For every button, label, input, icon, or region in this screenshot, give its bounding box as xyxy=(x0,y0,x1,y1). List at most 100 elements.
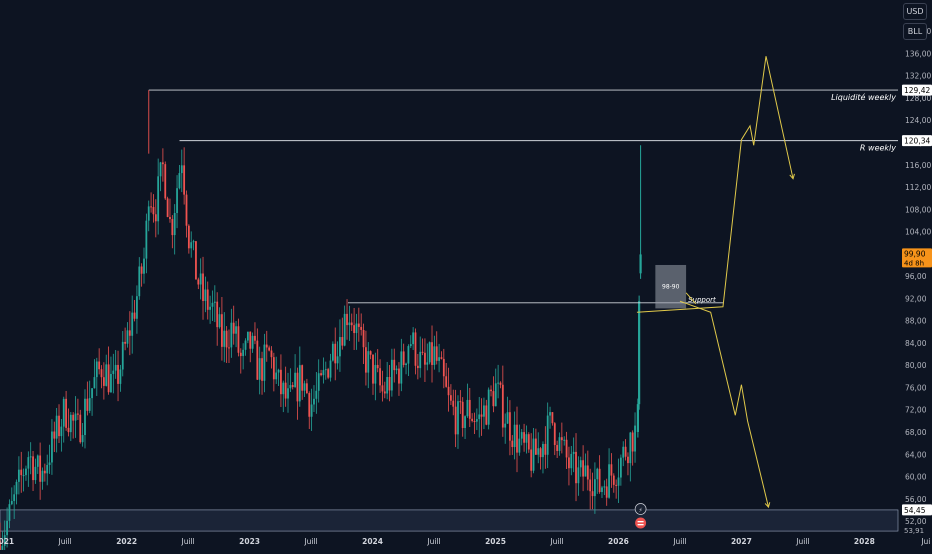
candle-body xyxy=(520,432,523,439)
candle-body xyxy=(58,415,60,437)
candle-body xyxy=(598,468,601,493)
candle-body xyxy=(246,331,249,341)
recent-candle-0 xyxy=(636,404,639,432)
unit-button[interactable]: BLL xyxy=(903,23,927,40)
candle-body xyxy=(586,465,589,480)
candle-body xyxy=(575,451,577,484)
candle-body xyxy=(631,432,634,452)
candle-body xyxy=(74,413,77,421)
candle-body xyxy=(416,365,419,369)
tag-support-zone-low: 53,91 xyxy=(904,527,924,535)
candle-body xyxy=(360,326,363,330)
candle-body xyxy=(67,427,70,433)
candle-body xyxy=(483,405,485,417)
y-tick-label: 128,00 xyxy=(905,94,931,103)
candle-body xyxy=(369,351,372,355)
candle-body xyxy=(51,431,53,463)
candle-body xyxy=(254,335,256,341)
candle-body xyxy=(112,370,115,374)
candle-body xyxy=(473,421,476,423)
candle-body xyxy=(577,467,580,484)
candle-body xyxy=(202,273,204,302)
candle-body xyxy=(176,188,178,214)
candle-body xyxy=(213,301,216,303)
candle-body xyxy=(487,389,490,425)
candle-body xyxy=(187,225,190,249)
candle-body xyxy=(62,398,65,427)
candle-body xyxy=(95,361,98,378)
candle-body xyxy=(313,398,315,405)
candle-body xyxy=(433,346,436,365)
candle-body xyxy=(166,198,169,218)
current-price-bg xyxy=(902,248,932,268)
candle-body xyxy=(315,390,318,399)
candle-body xyxy=(79,414,82,443)
candle-body xyxy=(393,359,396,371)
candle-body xyxy=(542,443,544,458)
candle-body xyxy=(72,414,75,421)
candle-body xyxy=(242,349,245,357)
candle-body xyxy=(480,414,483,417)
candle-body xyxy=(17,469,20,482)
x-tick-label: Juill xyxy=(672,537,686,546)
y-tick-label: 68,00 xyxy=(905,428,927,437)
recent-candle-1 xyxy=(638,301,641,405)
candle-body xyxy=(159,162,162,177)
candle-body xyxy=(334,343,337,364)
candle-body xyxy=(303,383,306,391)
candle-body xyxy=(523,432,525,443)
candle-body xyxy=(282,382,285,395)
candle-body xyxy=(343,313,346,346)
lightning-icon xyxy=(634,503,647,515)
candle-body xyxy=(461,401,464,428)
candle-body xyxy=(534,438,537,455)
candle-body xyxy=(440,357,443,359)
candle-body xyxy=(601,487,603,493)
candle-body xyxy=(171,219,174,236)
candle-body xyxy=(405,363,407,366)
candle-body xyxy=(34,466,37,481)
candle-body xyxy=(221,314,223,347)
candle-body xyxy=(435,346,438,361)
candle-body xyxy=(211,302,214,307)
earnings-flag-bar2 xyxy=(637,524,644,526)
candle-body xyxy=(185,194,188,226)
candle-body xyxy=(386,376,389,394)
candle-body xyxy=(206,289,209,310)
projection-up-line xyxy=(636,56,794,313)
candle-body xyxy=(350,322,353,326)
y-tick-label: 52,00 xyxy=(905,517,927,526)
candle-body xyxy=(485,405,488,425)
projection-up-arrowhead xyxy=(789,173,795,180)
candle-body xyxy=(3,535,6,546)
candle-body xyxy=(634,425,636,452)
candle-body xyxy=(438,357,440,361)
candle-body xyxy=(365,347,367,373)
candle-body xyxy=(471,418,474,422)
candle-body xyxy=(530,449,533,471)
candle-body xyxy=(126,330,129,344)
y-tick-label: 92,00 xyxy=(905,294,927,303)
candle-body xyxy=(169,217,171,220)
x-tick-label: 2023 xyxy=(239,537,260,546)
x-tick-label: Juill xyxy=(303,537,317,546)
candle-body xyxy=(29,456,32,458)
candle-body xyxy=(346,313,348,326)
level-label-1: R weekly xyxy=(860,144,896,153)
candle-body xyxy=(419,351,422,369)
candle-body xyxy=(603,486,606,488)
candle-body xyxy=(20,469,23,476)
candle-body xyxy=(459,401,462,403)
candle-body xyxy=(60,426,63,437)
candle-body xyxy=(107,364,110,393)
projection-down-line xyxy=(679,300,769,508)
projection-down-arrowhead xyxy=(764,502,771,509)
candle-body xyxy=(629,432,632,464)
candle-body xyxy=(124,341,127,344)
candle-body xyxy=(81,435,84,443)
currency-button[interactable]: USD xyxy=(903,3,927,20)
candle-body xyxy=(372,354,374,384)
candle-body xyxy=(251,335,254,349)
